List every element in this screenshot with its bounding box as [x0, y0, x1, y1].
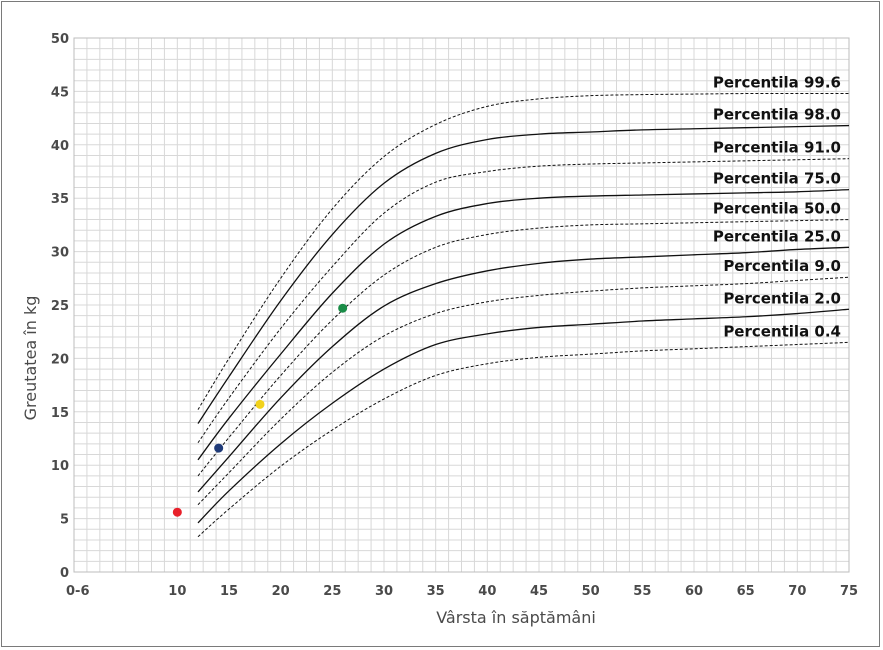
grid — [73, 37, 850, 573]
label-percentila-99-6: Percentila 99.6 — [713, 74, 841, 92]
data-point — [338, 303, 348, 313]
y-tick-label: 45 — [51, 85, 69, 100]
data-point — [172, 507, 182, 517]
y-tick-label: 5 — [60, 513, 69, 528]
x-tick-label: 10 — [168, 584, 186, 599]
x-tick-label: 75 — [840, 584, 858, 599]
x-tick-label: 55 — [633, 584, 651, 599]
curve-percentila-98-0 — [197, 124, 850, 424]
x-tick-label: 30 — [375, 584, 393, 599]
y-tick-label: 40 — [51, 139, 69, 154]
y-tick-label: 0 — [60, 566, 69, 581]
y-tick-label: 25 — [51, 299, 69, 314]
y-tick-label: 20 — [51, 352, 69, 367]
label-percentila-50-0: Percentila 50.0 — [713, 200, 841, 218]
label-percentila-75-0: Percentila 75.0 — [713, 170, 841, 188]
label-percentila-2-0: Percentila 2.0 — [723, 289, 841, 307]
x-axis-label: Vârsta în săptămâni — [436, 608, 596, 627]
x-tick-label: 0-6 — [66, 584, 90, 599]
curve-percentila-75-0 — [197, 189, 850, 461]
curve-percentila-2-0 — [197, 308, 850, 524]
curve-percentila-91-0 — [197, 158, 850, 444]
label-percentila-25-0: Percentila 25.0 — [713, 227, 841, 245]
x-tick-label: 65 — [737, 584, 755, 599]
x-axis-ticks: 0-6 10 15 20 25 30 35 40 45 50 55 60 65 70 75 — [66, 584, 858, 599]
curve-percentila-25-0 — [197, 246, 850, 493]
label-percentila-91-0: Percentila 91.0 — [713, 139, 841, 157]
label-percentila-0-4: Percentila 0.4 — [723, 322, 841, 340]
data-point — [255, 399, 265, 409]
y-tick-label: 30 — [51, 246, 69, 261]
percentile-labels: Percentila 99.6 Percentila 98.0 Percentila… — [713, 74, 841, 341]
y-tick-label: 50 — [51, 32, 69, 47]
percentile-curves — [197, 93, 850, 538]
x-tick-label: 50 — [582, 584, 600, 599]
curve-percentila-50-0 — [197, 219, 850, 477]
x-tick-label: 15 — [220, 584, 238, 599]
data-points — [172, 303, 348, 517]
x-tick-label: 20 — [272, 584, 290, 599]
x-tick-label: 40 — [478, 584, 496, 599]
x-tick-label: 60 — [685, 584, 703, 599]
curve-percentila-9-0 — [197, 276, 850, 506]
y-tick-label: 15 — [51, 406, 69, 421]
y-tick-label: 10 — [51, 459, 69, 474]
curve-percentila-99-6 — [197, 93, 849, 410]
y-axis-ticks: 0 5 10 15 20 25 30 35 40 45 50 — [51, 32, 69, 581]
data-point — [214, 443, 224, 453]
x-tick-label: 25 — [323, 584, 341, 599]
plot-border — [73, 37, 850, 573]
y-axis-label: Greutatea în kg — [21, 296, 40, 421]
curve-percentila-0-4 — [197, 341, 850, 538]
y-tick-label: 35 — [51, 192, 69, 207]
x-tick-label: 45 — [530, 584, 548, 599]
x-tick-label: 35 — [427, 584, 445, 599]
label-percentila-9-0: Percentila 9.0 — [723, 257, 841, 275]
x-tick-label: 70 — [788, 584, 806, 599]
label-percentila-98-0: Percentila 98.0 — [713, 106, 841, 124]
